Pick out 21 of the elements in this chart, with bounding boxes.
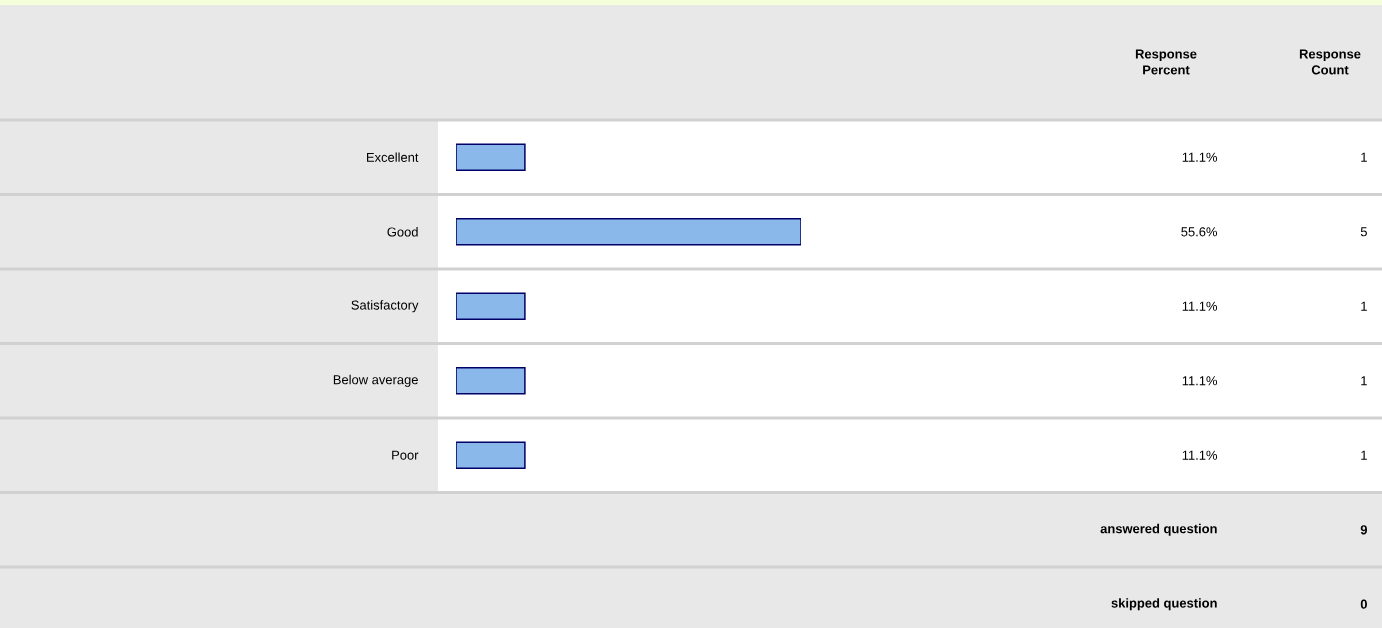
y-tick-label: Excellent xyxy=(367,152,419,162)
text: 1 xyxy=(1361,152,1367,162)
text: 5 xyxy=(1360,227,1367,237)
y-tick-label: Poor xyxy=(392,450,419,460)
text: skipped question xyxy=(1111,598,1217,611)
text: 0 xyxy=(1360,599,1367,609)
y-tick-label: Below average xyxy=(333,374,418,387)
text: 1 xyxy=(1361,450,1367,460)
text: Response Count xyxy=(1299,49,1361,75)
y-tick-label: Good xyxy=(387,227,418,237)
data-label: 11.1% xyxy=(1182,376,1218,386)
data-label: 11.1% xyxy=(1182,450,1218,460)
y-tick-label: Satisfactory xyxy=(351,300,419,313)
text: Response Percent xyxy=(1135,49,1197,75)
data-label: 55.6% xyxy=(1181,227,1218,237)
text: 1 xyxy=(1361,301,1367,311)
text: 9 xyxy=(1360,525,1368,535)
text: answered question xyxy=(1100,523,1217,536)
text: 1 xyxy=(1361,376,1367,386)
data-label: 11.1% xyxy=(1182,152,1218,162)
data-label: 11.1% xyxy=(1182,301,1218,311)
